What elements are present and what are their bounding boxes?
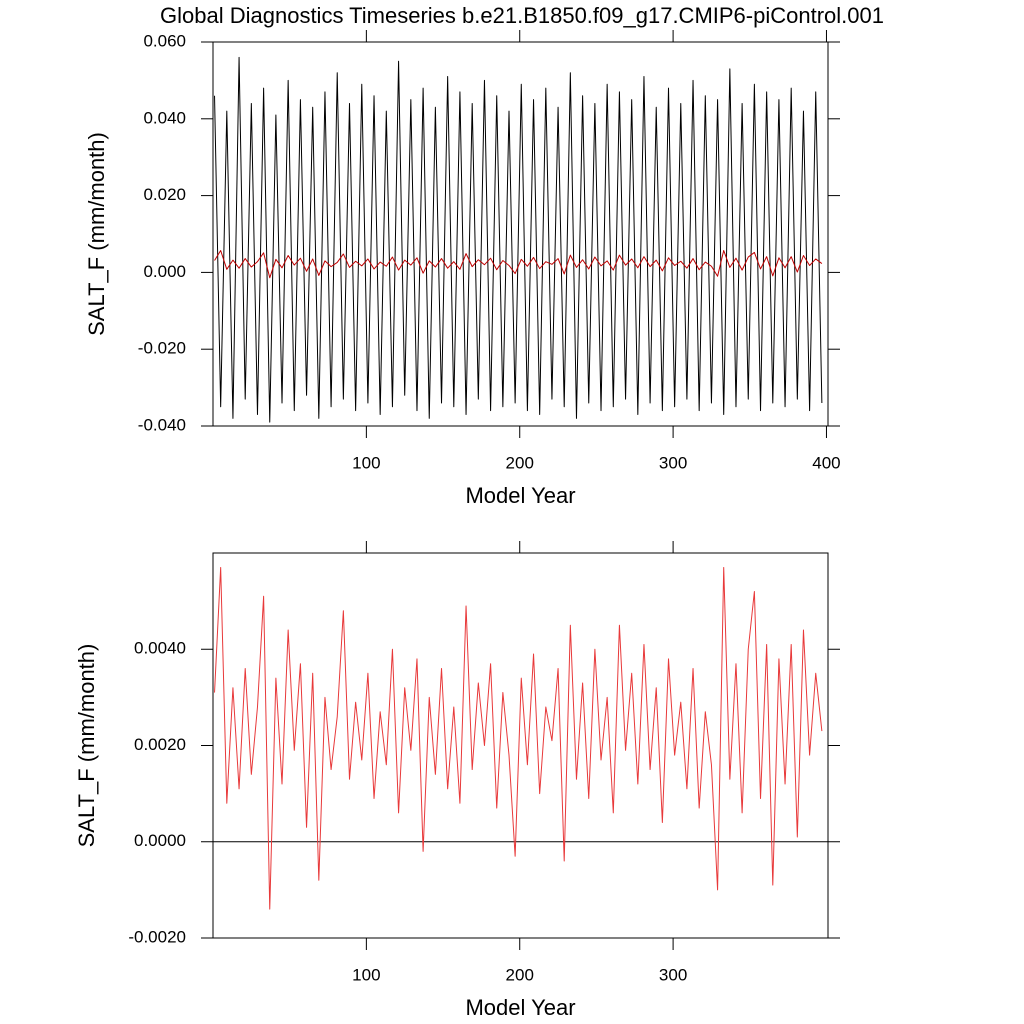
y-tick-label: -0.020 [138,339,186,358]
x-tick-label: 200 [506,965,534,984]
y-axis-label: SALT_F (mm/month) [74,644,99,848]
x-tick-label: 100 [352,453,380,472]
y-tick-label: -0.0020 [128,927,186,946]
x-tick-label: 400 [812,453,840,472]
plot-frame [212,552,829,939]
y-tick-label: 0.0020 [134,735,186,754]
y-tick-label: 0.040 [143,108,186,127]
series-line [214,566,823,910]
y-tick-label: 0.000 [143,262,186,281]
y-tick-label: 0.060 [143,31,186,50]
y-tick-label: 0.0040 [134,639,186,658]
x-tick-label: 300 [659,453,687,472]
x-tick-label: 100 [352,965,380,984]
y-axis-label: SALT_F (mm/month) [84,132,109,336]
plot-frame [212,41,829,427]
y-tick-label: 0.0000 [134,831,186,850]
x-tick-label: 200 [506,453,534,472]
series-line [214,56,823,423]
x-axis-label: Model Year [465,483,575,508]
x-axis-label: Model Year [465,995,575,1020]
chart-title: Global Diagnostics Timeseries b.e21.B185… [160,3,884,28]
y-tick-label: -0.040 [138,415,186,434]
x-tick-label: 300 [659,965,687,984]
y-tick-label: 0.020 [143,185,186,204]
series-line [214,250,823,279]
